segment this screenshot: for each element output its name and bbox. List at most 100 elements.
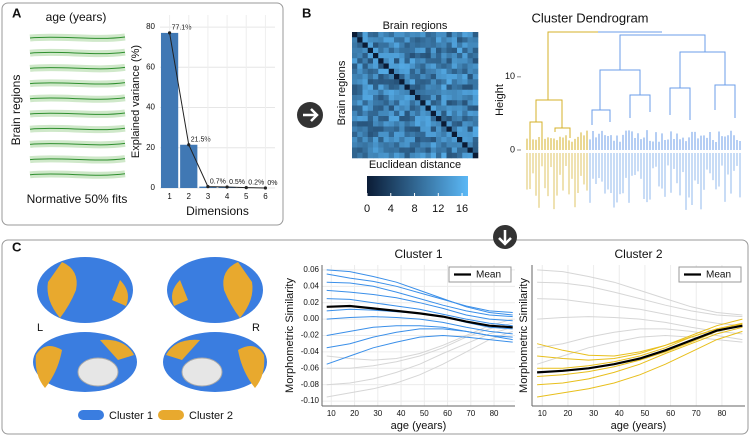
heat-cell — [472, 79, 479, 85]
heat-cell — [472, 68, 479, 75]
heat-cell — [409, 121, 416, 127]
heat-cell — [378, 95, 384, 101]
scree-point — [167, 31, 172, 35]
heat-cell — [409, 126, 416, 133]
heat-cell — [430, 68, 437, 75]
y-tick-label: 0.02 — [303, 298, 319, 307]
heat-cell — [457, 105, 463, 112]
heat-cell — [409, 47, 416, 54]
heat-cell — [472, 58, 479, 64]
legend-swatch — [78, 410, 104, 420]
heatmap-title: Brain regions — [383, 20, 448, 32]
trajectory — [537, 330, 743, 398]
heat-cell — [352, 142, 358, 148]
x-tick-label: 70 — [692, 409, 701, 418]
heat-cell — [436, 121, 442, 127]
heat-cell — [441, 84, 447, 91]
heat-cell — [462, 95, 468, 101]
heat-cell — [399, 68, 405, 75]
heat-cell — [457, 68, 463, 75]
heat-cell — [430, 100, 437, 106]
heat-cell — [420, 89, 426, 96]
scree-point — [187, 143, 191, 147]
y-axis-label: Morphometric Similarity — [284, 278, 296, 393]
heat-cell — [451, 137, 458, 143]
heat-cell — [399, 74, 405, 80]
heat-cell — [404, 116, 411, 122]
scree-point — [244, 185, 248, 190]
heat-cell — [378, 147, 384, 154]
heat-cell — [373, 68, 379, 75]
heat-cell — [425, 110, 432, 117]
heat-cell — [362, 116, 369, 122]
heat-cell — [367, 53, 374, 59]
heat-cell — [472, 121, 479, 127]
dendrogram-tick-label: 0 — [510, 144, 515, 154]
heat-cell — [357, 100, 363, 106]
heat-cell — [373, 110, 379, 117]
heat-cell — [420, 74, 426, 80]
x-tick-label: 50 — [640, 409, 649, 418]
heat-cell — [409, 95, 416, 101]
heat-cell — [425, 142, 432, 148]
heat-cell — [352, 126, 358, 133]
heat-cell — [446, 79, 453, 85]
heat-cell — [467, 58, 474, 64]
x-tick-label: 80 — [717, 409, 726, 418]
heat-cell — [378, 79, 384, 85]
heat-cell — [357, 89, 363, 96]
heat-cell — [415, 116, 421, 122]
heat-cell — [404, 100, 411, 106]
heat-cell — [430, 47, 437, 54]
x-tick-label: 20 — [563, 409, 572, 418]
heat-cell — [430, 116, 437, 122]
heat-cell — [430, 79, 437, 85]
heat-cell — [378, 137, 384, 143]
heat-cell — [383, 142, 390, 148]
heat-cell — [420, 137, 426, 143]
heat-cell — [467, 47, 474, 54]
heat-cell — [362, 131, 369, 138]
x-tick-label: 40 — [397, 409, 406, 418]
heat-cell — [388, 95, 395, 101]
x-tick-label: 3 — [206, 192, 211, 201]
dendrogram-title: Cluster Dendrogram — [531, 10, 648, 25]
heat-cell — [415, 84, 421, 91]
heat-cell — [446, 131, 453, 138]
heat-cell — [457, 126, 463, 133]
heat-cell — [441, 63, 447, 70]
y-tick-label: -0.08 — [301, 380, 320, 389]
heat-cell — [367, 32, 374, 38]
heat-cell — [441, 42, 447, 49]
heat-cell — [462, 152, 468, 159]
y-axis-label: Explained variance (%) — [130, 45, 142, 158]
heat-cell — [352, 121, 358, 127]
heat-cell — [451, 53, 458, 59]
heat-cell — [425, 116, 432, 122]
heat-cell — [367, 42, 374, 49]
heat-cell — [415, 100, 421, 106]
heat-cell — [467, 100, 474, 106]
heat-cell — [399, 79, 405, 85]
heat-cell — [441, 47, 447, 54]
heat-cell — [352, 58, 358, 64]
heat-cell — [378, 121, 384, 127]
heat-cell — [446, 121, 453, 127]
heat-cell — [425, 89, 432, 96]
heat-cell — [383, 68, 390, 75]
heat-cell — [451, 95, 458, 101]
heat-cell — [457, 42, 463, 49]
heat-cell — [467, 152, 474, 159]
heat-cell — [457, 147, 463, 154]
heat-cell — [446, 126, 453, 133]
heat-cell — [451, 142, 458, 148]
trajectory — [326, 326, 513, 386]
colorbar-tick-label: 12 — [432, 203, 444, 215]
heat-cell — [441, 121, 447, 127]
heat-cell — [362, 58, 369, 64]
heat-cell — [409, 105, 416, 112]
trajectory — [537, 316, 743, 335]
heat-cell — [399, 89, 405, 96]
heat-cell — [467, 68, 474, 75]
